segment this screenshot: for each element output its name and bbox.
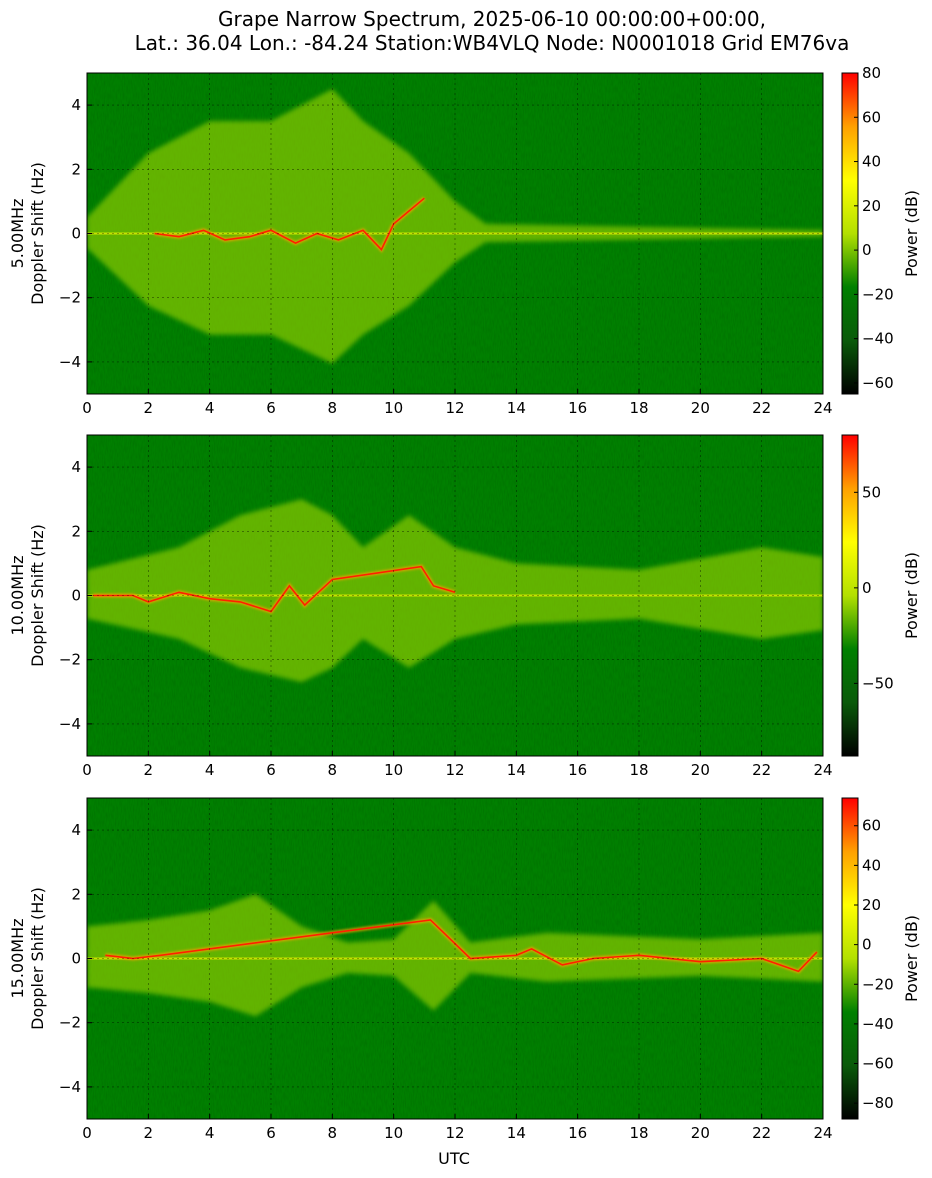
colorbar [841, 72, 859, 395]
colorbar-tick-label: −40 [862, 1015, 894, 1033]
x-tick-label: 8 [328, 1124, 338, 1142]
x-tick-label: 4 [205, 761, 215, 779]
colorbar-tick-label: 0 [862, 241, 872, 259]
x-tick-label: 10 [384, 399, 403, 417]
y-tick-label: 4 [71, 458, 81, 476]
x-tick-label: 14 [507, 1124, 526, 1142]
colorbar-tick-label: 0 [862, 936, 872, 954]
x-tick-label: 24 [813, 761, 832, 779]
colorbar-tick-label: −50 [862, 674, 894, 692]
colorbar-tick-label: −20 [862, 285, 894, 303]
y-tick-label: −2 [59, 289, 81, 307]
y-tick-label: 4 [71, 96, 81, 114]
x-tick-label: 22 [752, 761, 771, 779]
x-tick-label: 18 [629, 761, 648, 779]
carrier-trace [154, 197, 425, 251]
x-tick-label: 20 [691, 399, 710, 417]
x-tick-label: 18 [629, 1124, 648, 1142]
x-axis-label: UTC [438, 1149, 470, 1168]
colorbar-tick-label: 60 [862, 817, 881, 835]
colorbar-tick-label: −20 [862, 975, 894, 993]
y-tick-label: 0 [71, 225, 81, 243]
colorbar-tick-label: 80 [862, 64, 881, 82]
x-tick-label: 16 [568, 761, 587, 779]
frequency-label: 10.00MHz [8, 555, 27, 635]
x-tick-label: 4 [205, 399, 215, 417]
x-tick-label: 18 [629, 399, 648, 417]
colorbar-tick-label: −60 [862, 1055, 894, 1073]
x-tick-label: 10 [384, 1124, 403, 1142]
y-tick-label: 4 [71, 821, 81, 839]
x-tick-label: 12 [445, 399, 464, 417]
x-tick-label: 6 [266, 399, 276, 417]
colorbar [841, 797, 859, 1120]
colorbar-label: Power (dB) [902, 915, 921, 1002]
colorbar-tick-label: 0 [862, 579, 872, 597]
y-tick-label: 0 [71, 950, 81, 968]
x-tick-label: 12 [445, 761, 464, 779]
colorbar-tick-label: −60 [862, 374, 894, 392]
x-tick-label: 2 [144, 399, 154, 417]
x-tick-label: 24 [813, 399, 832, 417]
colorbar-tick-label: 20 [862, 197, 881, 215]
x-tick-label: 12 [445, 1124, 464, 1142]
x-tick-label: 2 [144, 761, 154, 779]
colorbar-tick-label: 40 [862, 153, 881, 171]
y-tick-label: −2 [59, 651, 81, 669]
x-tick-label: 6 [266, 1124, 276, 1142]
x-tick-label: 8 [328, 399, 338, 417]
frequency-label: 15.00MHz [8, 918, 27, 998]
y-axis-label: Doppler Shift (Hz) [28, 887, 47, 1030]
y-tick-label: 0 [71, 587, 81, 605]
y-tick-label: −4 [59, 715, 81, 733]
x-tick-label: 14 [507, 761, 526, 779]
x-tick-label: 20 [691, 761, 710, 779]
x-tick-label: 2 [144, 1124, 154, 1142]
colorbar-label: Power (dB) [902, 552, 921, 639]
colorbar-tick-label: 60 [862, 108, 881, 126]
y-tick-label: 2 [71, 522, 81, 540]
colorbar [841, 434, 859, 757]
x-tick-label: 8 [328, 761, 338, 779]
x-tick-label: 4 [205, 1124, 215, 1142]
colorbar-tick-label: −80 [862, 1094, 894, 1112]
x-tick-label: 0 [82, 761, 92, 779]
y-tick-label: −2 [59, 1014, 81, 1032]
y-tick-label: −4 [59, 1078, 81, 1096]
x-tick-label: 22 [752, 399, 771, 417]
x-tick-label: 16 [568, 1124, 587, 1142]
x-tick-label: 6 [266, 761, 276, 779]
y-axis-label: Doppler Shift (Hz) [28, 162, 47, 305]
colorbar-label: Power (dB) [902, 190, 921, 277]
x-tick-label: 22 [752, 1124, 771, 1142]
y-axis-label: Doppler Shift (Hz) [28, 524, 47, 667]
x-tick-label: 14 [507, 399, 526, 417]
colorbar-tick-label: 40 [862, 856, 881, 874]
x-tick-label: 16 [568, 399, 587, 417]
colorbar-tick-label: −40 [862, 330, 894, 348]
figure-title-line2: Lat.: 36.04 Lon.: -84.24 Station:WB4VLQ … [135, 31, 850, 55]
frequency-label: 5.00MHz [8, 199, 27, 269]
x-tick-label: 0 [82, 1124, 92, 1142]
y-tick-label: 2 [71, 885, 81, 903]
x-tick-label: 24 [813, 1124, 832, 1142]
y-tick-label: −4 [59, 353, 81, 371]
x-tick-label: 0 [82, 399, 92, 417]
figure-title-line1: Grape Narrow Spectrum, 2025-06-10 00:00:… [218, 7, 766, 31]
x-tick-label: 20 [691, 1124, 710, 1142]
colorbar-tick-label: 20 [862, 896, 881, 914]
carrier-trace [105, 919, 818, 973]
x-tick-label: 10 [384, 761, 403, 779]
colorbar-tick-label: 50 [862, 483, 881, 501]
y-tick-label: 2 [71, 160, 81, 178]
